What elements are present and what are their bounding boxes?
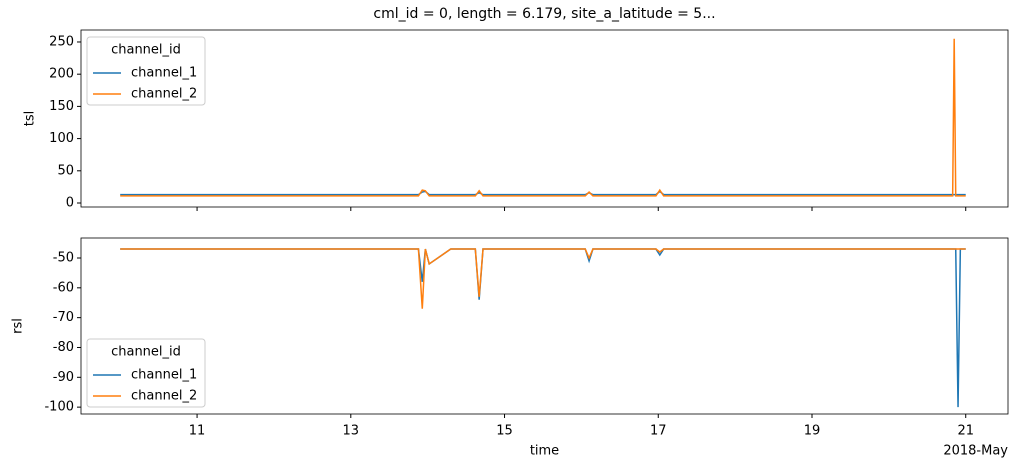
y-axis-label: rsl — [11, 318, 26, 334]
y-tick-label: 150 — [49, 99, 74, 114]
y-axis-label: tsl — [23, 111, 38, 126]
x-tick-label: 11 — [189, 424, 206, 439]
axes-frame — [80, 237, 1009, 415]
x-tick-label: 17 — [650, 424, 667, 439]
series-line — [120, 38, 966, 197]
y-tick-label: 250 — [49, 34, 74, 49]
y-tick-label: -100 — [44, 400, 74, 415]
legend-title: channel_id — [111, 43, 181, 58]
x-tick-label: 13 — [343, 424, 360, 439]
y-tick-label: 200 — [49, 67, 74, 82]
y-tick-label: 50 — [57, 163, 74, 178]
legend-label: channel_1 — [131, 66, 197, 81]
x-offset-label: 2018-May — [943, 444, 1008, 459]
y-tick-label: -90 — [53, 370, 74, 385]
chart-title: cml_id = 0, length = 6.179, site_a_latit… — [373, 6, 715, 22]
x-tick-label: 21 — [957, 424, 974, 439]
y-tick-label: -60 — [53, 280, 74, 295]
x-tick-label: 19 — [804, 424, 821, 439]
legend-box — [86, 338, 206, 408]
series-line — [120, 248, 966, 309]
series-line — [120, 248, 966, 408]
legend-label: channel_2 — [131, 87, 197, 102]
y-tick-label: -80 — [53, 340, 74, 355]
legend-label: channel_2 — [131, 389, 197, 404]
legend-box — [86, 36, 206, 106]
x-axis-label: time — [530, 444, 559, 459]
series-line — [120, 190, 966, 196]
y-tick-label: -70 — [53, 310, 74, 325]
y-tick-label: 0 — [66, 196, 74, 211]
legend-label: channel_1 — [131, 368, 197, 383]
y-tick-label: -50 — [53, 250, 74, 265]
legend-title: channel_id — [111, 345, 181, 360]
axes-frame — [80, 29, 1009, 208]
y-tick-label: 100 — [49, 131, 74, 146]
x-tick-label: 15 — [496, 424, 513, 439]
